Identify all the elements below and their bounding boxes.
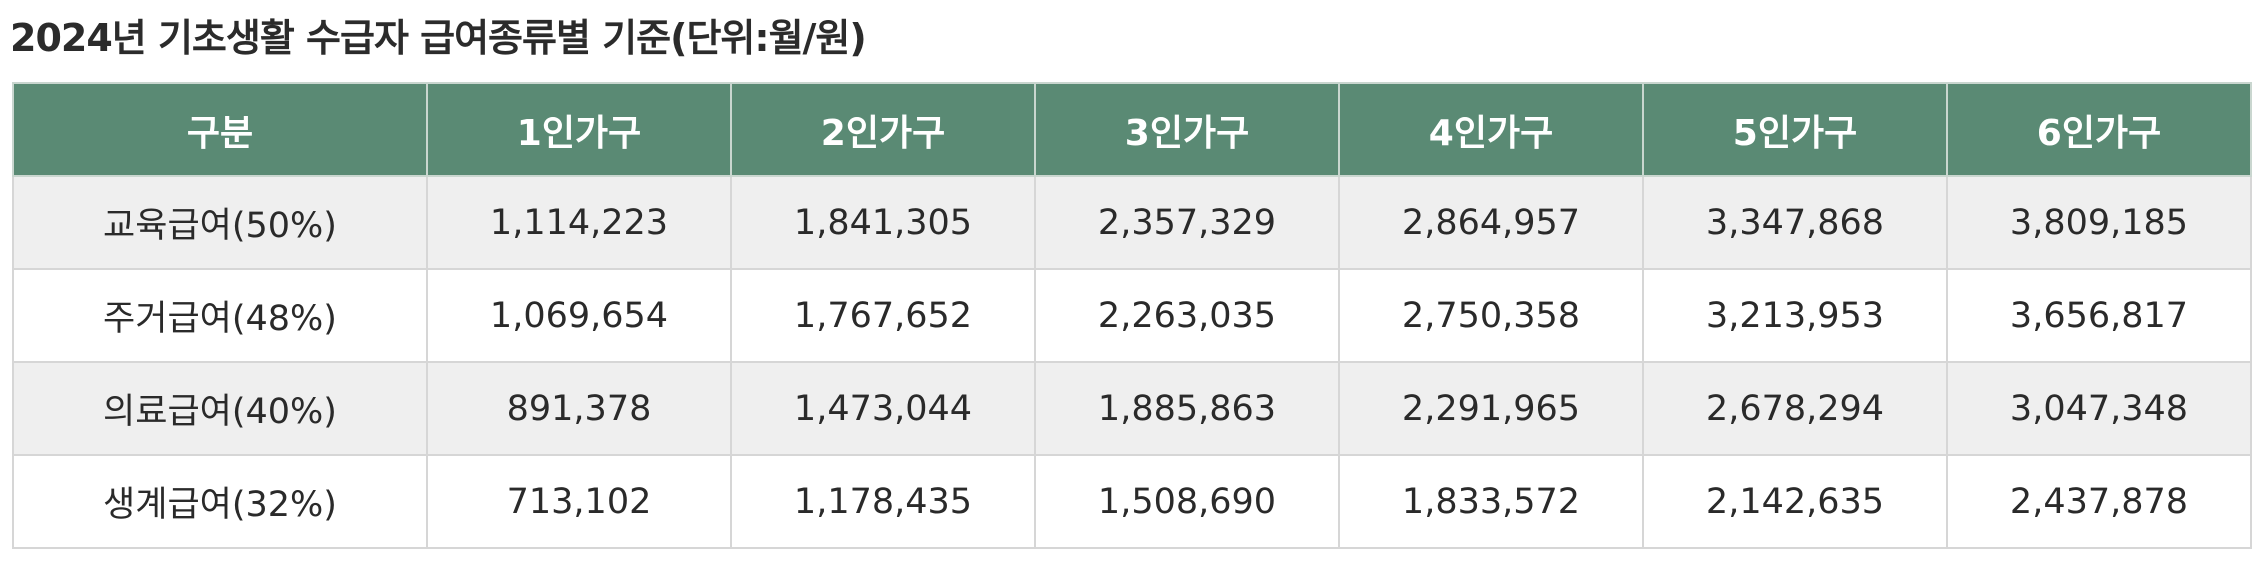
table-cell: 2,750,358 bbox=[1338, 268, 1644, 363]
table-header-row: 구분 1인가구 2인가구 3인가구 4인가구 5인가구 6인가구 bbox=[12, 82, 2252, 177]
table-cell: 1,767,652 bbox=[730, 268, 1036, 363]
table-cell: 1,114,223 bbox=[426, 175, 732, 270]
header-household-5: 5인가구 bbox=[1642, 82, 1948, 177]
table-cell: 3,809,185 bbox=[1946, 175, 2252, 270]
table-cell: 2,142,635 bbox=[1642, 454, 1948, 549]
table-cell: 3,347,868 bbox=[1642, 175, 1948, 270]
header-household-2: 2인가구 bbox=[730, 82, 1036, 177]
table-cell: 1,833,572 bbox=[1338, 454, 1644, 549]
table-cell: 1,841,305 bbox=[730, 175, 1036, 270]
table-cell: 2,263,035 bbox=[1034, 268, 1340, 363]
table-row: 주거급여(48%) 1,069,654 1,767,652 2,263,035 … bbox=[12, 268, 2252, 363]
row-label: 주거급여(48%) bbox=[12, 268, 428, 363]
table-cell: 1,885,863 bbox=[1034, 361, 1340, 456]
table-cell: 2,437,878 bbox=[1946, 454, 2252, 549]
table-cell: 3,213,953 bbox=[1642, 268, 1948, 363]
table-cell: 2,291,965 bbox=[1338, 361, 1644, 456]
row-label: 교육급여(50%) bbox=[12, 175, 428, 270]
table-cell: 891,378 bbox=[426, 361, 732, 456]
row-label: 의료급여(40%) bbox=[12, 361, 428, 456]
table-cell: 1,508,690 bbox=[1034, 454, 1340, 549]
table-cell: 1,069,654 bbox=[426, 268, 732, 363]
header-household-4: 4인가구 bbox=[1338, 82, 1644, 177]
page-title: 2024년 기초생활 수급자 급여종류별 기준(단위:월/원) bbox=[10, 16, 867, 60]
table-cell: 713,102 bbox=[426, 454, 732, 549]
header-household-1: 1인가구 bbox=[426, 82, 732, 177]
benefit-standard-table: 구분 1인가구 2인가구 3인가구 4인가구 5인가구 6인가구 교육급여(50… bbox=[12, 82, 2252, 549]
table-cell: 2,864,957 bbox=[1338, 175, 1644, 270]
table-cell: 1,178,435 bbox=[730, 454, 1036, 549]
table-row: 의료급여(40%) 891,378 1,473,044 1,885,863 2,… bbox=[12, 361, 2252, 456]
row-label: 생계급여(32%) bbox=[12, 454, 428, 549]
table-cell: 2,357,329 bbox=[1034, 175, 1340, 270]
table-row: 교육급여(50%) 1,114,223 1,841,305 2,357,329 … bbox=[12, 175, 2252, 270]
header-household-6: 6인가구 bbox=[1946, 82, 2252, 177]
header-household-3: 3인가구 bbox=[1034, 82, 1340, 177]
table-cell: 1,473,044 bbox=[730, 361, 1036, 456]
table-cell: 2,678,294 bbox=[1642, 361, 1948, 456]
table-cell: 3,047,348 bbox=[1946, 361, 2252, 456]
table-cell: 3,656,817 bbox=[1946, 268, 2252, 363]
header-category: 구분 bbox=[12, 82, 428, 177]
table-row: 생계급여(32%) 713,102 1,178,435 1,508,690 1,… bbox=[12, 454, 2252, 549]
